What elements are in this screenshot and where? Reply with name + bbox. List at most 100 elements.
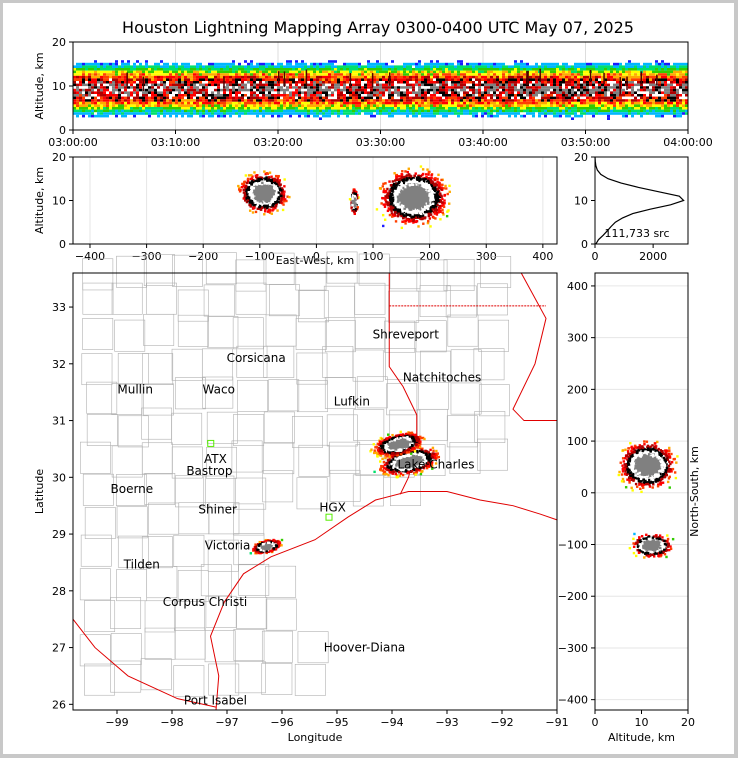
altitude-time-density-cell	[301, 83, 304, 87]
altitude-time-density-cell	[76, 107, 79, 110]
altitude-time-density-cell	[580, 96, 583, 100]
altitude-time-density-cell	[499, 96, 502, 100]
altitude-time-density-cell	[259, 96, 262, 100]
altitude-time-density-cell	[640, 65, 643, 68]
altitude-time-density-cell	[262, 78, 265, 81]
altitude-time-density-cell	[664, 94, 667, 97]
altitude-time-density-cell	[607, 75, 610, 79]
altitude-time-density-cell	[106, 70, 109, 74]
altitude-time-ytick-label: 10	[52, 80, 66, 93]
altitude-time-density-cell	[685, 101, 688, 105]
altitude-time-density-cell	[448, 62, 451, 66]
altitude-time-density-cell	[265, 75, 268, 79]
altitude-time-density-cell	[301, 107, 304, 110]
altitude-time-density-cell	[169, 86, 172, 89]
altitude-time-density-cell	[670, 70, 673, 74]
altitude-time-density-cell	[535, 70, 538, 74]
altitude-time-density-cell	[685, 78, 688, 81]
altitude-time-density-cell	[106, 75, 109, 79]
altitude-time-density-cell	[253, 99, 256, 102]
altitude-time-density-cell	[592, 65, 595, 68]
altitude-time-density-cell	[253, 83, 256, 87]
altitude-time-density-cell	[394, 104, 397, 107]
altitude-time-density-cell	[454, 81, 457, 84]
altitude-time-density-cell	[466, 81, 469, 84]
altitude-time-density-cell	[283, 101, 286, 105]
altitude-time-density-cell	[322, 109, 325, 113]
altitude-time-density-cell	[469, 88, 472, 92]
altitude-time-density-cell	[304, 91, 307, 94]
altitude-time-density-cell	[379, 101, 382, 105]
altitude-time-density-cell	[190, 104, 193, 107]
altitude-time-density-cell	[115, 83, 118, 87]
altitude-time-density-cell	[184, 78, 187, 81]
altitude-time-density-cell	[481, 70, 484, 74]
altitude-time-density-cell	[541, 109, 544, 113]
altitude-time-density-cell	[88, 99, 91, 102]
altitude-time-density-cell	[643, 70, 646, 74]
altitude-time-density-cell	[409, 70, 412, 74]
altitude-time-density-cell	[418, 75, 421, 79]
altitude-time-density-cell	[664, 91, 667, 94]
altitude-time-density-cell	[625, 65, 628, 68]
altitude-time-density-cell	[523, 91, 526, 94]
altitude-time-density-cell	[256, 83, 259, 87]
altitude-time-density-cell	[577, 101, 580, 105]
altitude-time-density-cell	[544, 88, 547, 92]
altitude-time-density-cell	[541, 112, 544, 115]
altitude-time-density-cell	[670, 83, 673, 87]
altitude-time-density-cell	[109, 96, 112, 100]
altitude-time-density-cell	[616, 101, 619, 105]
altitude-time-density-cell	[451, 70, 454, 74]
altitude-time-density-cell	[334, 86, 337, 89]
altitude-time-density-cell	[436, 101, 439, 105]
altitude-time-density-cell	[652, 81, 655, 84]
altitude-time-density-cell	[460, 70, 463, 74]
altitude-time-density-cell	[121, 65, 124, 68]
altitude-time-density-cell	[397, 109, 400, 113]
altitude-time-density-cell	[667, 104, 670, 107]
altitude-time-density-cell	[166, 73, 169, 76]
altitude-time-density-cell	[514, 91, 517, 94]
altitude-time-density-cell	[622, 114, 625, 118]
altitude-time-density-cell	[322, 75, 325, 79]
altitude-time-density-cell	[619, 96, 622, 100]
altitude-time-density-cell	[442, 112, 445, 115]
altitude-time-density-cell	[139, 65, 142, 68]
altitude-time-density-cell	[334, 83, 337, 87]
altitude-time-density-cell	[115, 78, 118, 81]
altitude-time-density-cell	[337, 114, 340, 118]
altitude-time-density-cell	[367, 81, 370, 84]
altitude-time-density-cell	[76, 70, 79, 74]
altitude-time-density-cell	[163, 88, 166, 92]
altitude-time-density-cell	[202, 70, 205, 74]
altitude-time-density-cell	[307, 70, 310, 74]
altitude-time-density-cell	[319, 104, 322, 107]
altitude-time-density-cell	[325, 96, 328, 100]
altitude-time-density-cell	[100, 78, 103, 81]
altitude-time-density-cell	[376, 65, 379, 68]
altitude-time-density-cell	[406, 91, 409, 94]
altitude-time-density-cell	[604, 104, 607, 107]
altitude-time-density-cell	[346, 96, 349, 100]
altitude-time-density-cell	[403, 83, 406, 87]
altitude-time-density-cell	[607, 70, 610, 74]
altitude-time-density-cell	[130, 109, 133, 113]
altitude-time-density-cell	[430, 88, 433, 92]
altitude-time-density-cell	[625, 96, 628, 100]
altitude-time-density-cell	[313, 114, 316, 118]
altitude-time-density-cell	[196, 107, 199, 110]
altitude-time-density-cell	[388, 96, 391, 100]
altitude-time-density-cell	[175, 101, 178, 105]
altitude-time-density-cell	[289, 86, 292, 89]
altitude-time-density-cell	[544, 91, 547, 94]
altitude-time-density-cell	[352, 81, 355, 84]
altitude-time-density-cell	[613, 83, 616, 87]
altitude-time-density-cell	[199, 62, 202, 66]
altitude-time-density-cell	[181, 91, 184, 94]
altitude-time-density-cell	[451, 78, 454, 81]
altitude-time-density-cell	[328, 91, 331, 94]
altitude-time-density-cell	[250, 94, 253, 97]
altitude-time-density-cell	[565, 107, 568, 110]
east-west-source-point	[276, 209, 279, 212]
